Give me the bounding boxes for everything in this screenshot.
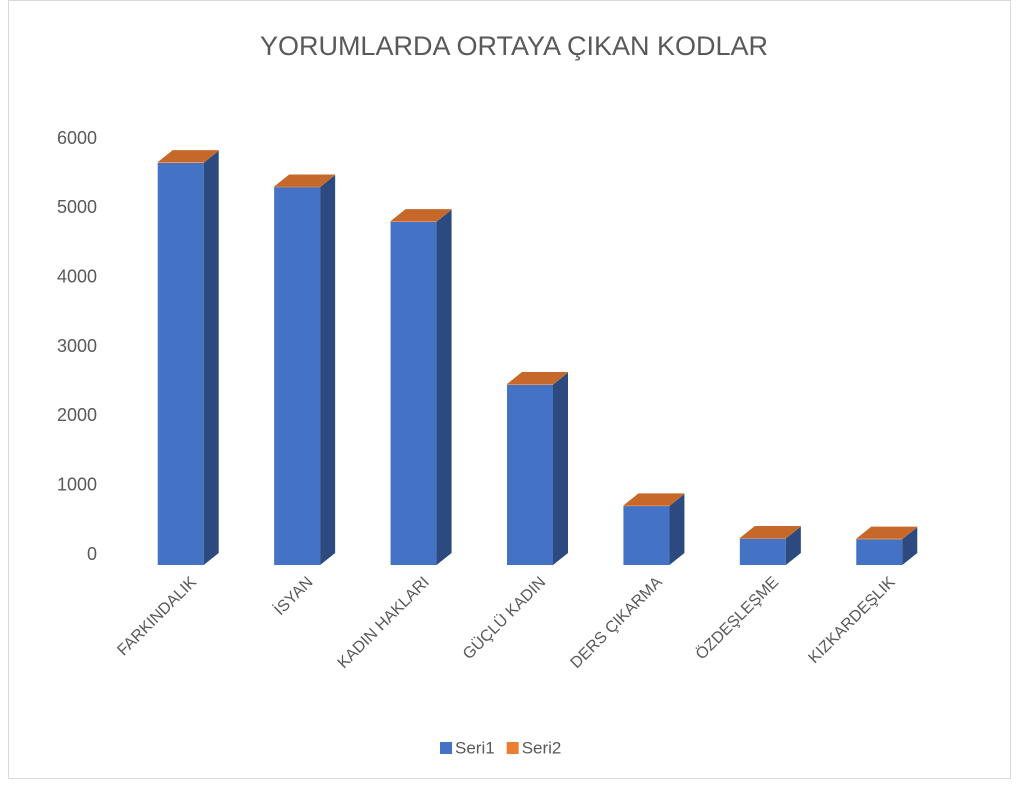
bar-side [553,372,568,385]
legend-label: Seri2 [522,738,562,757]
chart-title: YORUMLARDA ORTAYA ÇIKAN KODLAR [260,31,768,61]
bar-front [623,505,670,507]
legend-swatch [440,742,452,754]
bar-front [157,162,204,163]
bar-top [274,174,336,187]
bar-side [203,150,219,163]
bar-front [390,221,437,566]
bar-top [390,209,452,222]
y-tick-label: 4000 [57,266,97,286]
bar-side [669,494,685,565]
bar-side [669,493,685,507]
bar-front [507,384,553,385]
y-tick-label: 0 [87,544,97,564]
bar-front [856,539,903,565]
y-tick-label: 2000 [57,405,97,425]
bar-side [320,174,336,188]
bar-side [203,150,219,565]
bar-front [274,187,321,565]
bar-top [507,372,568,385]
bar-side [553,372,568,565]
bar-front [390,221,437,222]
bar-front [274,186,321,188]
y-tick-label: 6000 [57,128,97,148]
bar-side [436,209,452,222]
bar-top [157,150,219,163]
legend-swatch [506,742,519,754]
bar-side [902,526,918,540]
bar-front [856,538,903,540]
bar-side [320,175,336,565]
bar-top [856,526,918,539]
bar-top [623,493,685,506]
y-tick-label: 5000 [57,197,97,217]
y-tick-label: 1000 [57,474,97,494]
bar-top [739,525,801,538]
bar-side [902,527,918,565]
legend-label: Seri1 [455,738,495,757]
bar-front [623,506,670,565]
bar-front [739,538,786,565]
bar-side [436,209,452,566]
y-tick-label: 3000 [57,336,97,356]
bar-front [507,384,553,565]
bar-front [739,537,786,539]
bar-side [785,526,801,565]
bar-front [157,162,204,565]
bar-side [785,525,801,539]
